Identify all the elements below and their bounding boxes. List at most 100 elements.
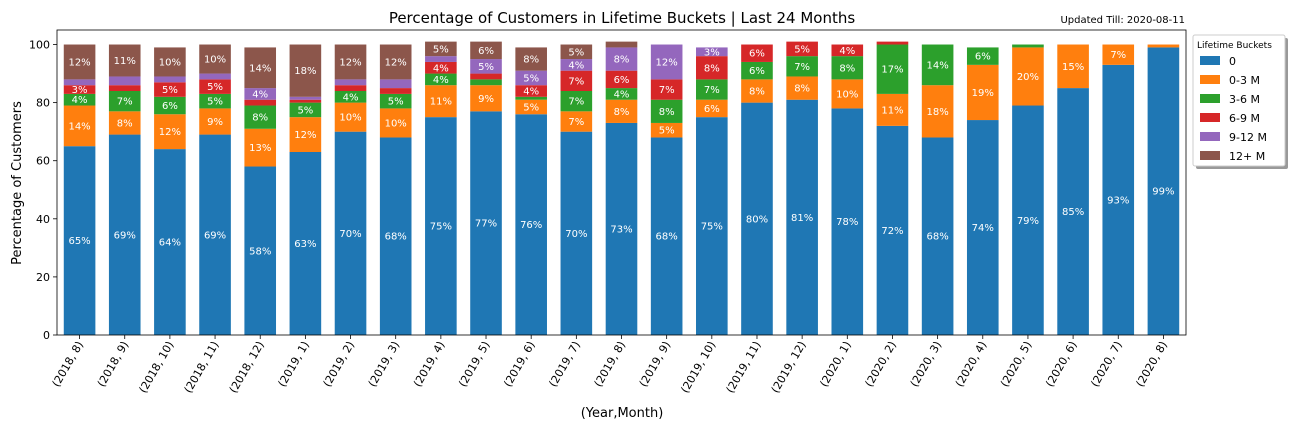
x-tick-label: (2019, 2) bbox=[321, 339, 358, 389]
bar-segment bbox=[831, 108, 864, 336]
bar-value-label: 8% bbox=[749, 87, 765, 98]
bar-segment bbox=[650, 99, 683, 123]
bar-value-label: 14% bbox=[927, 60, 949, 71]
bar-segment bbox=[921, 85, 954, 138]
bar-value-label: 70% bbox=[565, 229, 587, 240]
bar-segment bbox=[108, 85, 141, 91]
bar-segment bbox=[741, 79, 773, 103]
bar-value-label: 8% bbox=[614, 55, 630, 66]
bar-segment bbox=[244, 88, 277, 100]
bar-segment bbox=[334, 79, 367, 86]
bar-value-label: 12% bbox=[294, 130, 316, 141]
bar-value-label: 75% bbox=[430, 222, 452, 233]
bar-value-label: 18% bbox=[294, 66, 316, 77]
bar-value-label: 8% bbox=[252, 113, 268, 124]
legend-swatch bbox=[1200, 94, 1220, 103]
bar-value-label: 7% bbox=[1110, 50, 1126, 61]
legend: Lifetime Buckets 0 0-3 M 3-6 M 6-9 M 9-12 M 1… bbox=[1192, 34, 1288, 169]
x-tick-label: (2020, 6) bbox=[1043, 339, 1080, 389]
bar-segment bbox=[244, 47, 277, 89]
bar-segment bbox=[650, 122, 683, 138]
bar-value-label: 13% bbox=[249, 143, 271, 154]
bar-segment bbox=[154, 76, 186, 83]
bar-value-label: 4% bbox=[614, 89, 630, 100]
x-tick-label: (2019, 9) bbox=[637, 339, 674, 389]
bar-value-label: 4% bbox=[252, 89, 268, 100]
bar-segment bbox=[425, 56, 457, 62]
bar-segment bbox=[605, 70, 638, 89]
bar-value-label: 6% bbox=[749, 49, 765, 60]
bar-value-label: 7% bbox=[568, 117, 584, 128]
bar-value-label: 81% bbox=[791, 213, 813, 224]
bar-value-label: 12% bbox=[656, 57, 678, 68]
bar-segment bbox=[108, 44, 141, 77]
bar-segment bbox=[515, 70, 547, 86]
bar-value-label: 3% bbox=[704, 47, 720, 58]
x-tick-label: (2020, 7) bbox=[1088, 339, 1125, 389]
y-axis-label: Percentage of Customers bbox=[10, 101, 25, 265]
bar-segment bbox=[199, 134, 231, 335]
bar-value-label: 6% bbox=[749, 66, 765, 77]
bar-value-label: 4% bbox=[433, 63, 449, 74]
legend-swatch bbox=[1200, 113, 1220, 122]
bar-value-label: 85% bbox=[1062, 207, 1084, 218]
bar-value-label: 7% bbox=[659, 85, 675, 96]
bar-value-label: 74% bbox=[972, 223, 994, 234]
bar-segment bbox=[1102, 44, 1135, 65]
bar-segment bbox=[650, 79, 683, 100]
bar-segment bbox=[831, 56, 864, 80]
bar-value-label: 68% bbox=[656, 232, 678, 243]
bar-segment bbox=[334, 131, 367, 335]
bar-segment bbox=[379, 108, 412, 138]
bar-segment bbox=[425, 117, 457, 335]
bar-segment bbox=[379, 93, 412, 109]
y-axis: 0 20 40 60 80 100 bbox=[29, 39, 57, 342]
bar-segment bbox=[1057, 88, 1089, 335]
x-tick-label: (2020, 4) bbox=[953, 339, 990, 389]
updated-till-label: Updated Till: 2020-08-11 bbox=[1060, 15, 1185, 26]
bar-segment bbox=[63, 44, 96, 80]
bar-value-label: 5% bbox=[659, 126, 675, 137]
bar-segment bbox=[560, 44, 593, 60]
bar-value-label: 80% bbox=[746, 214, 768, 225]
bar-segment bbox=[1102, 64, 1135, 336]
bar-segment bbox=[605, 47, 638, 71]
legend-entry: 9-12 M bbox=[1229, 131, 1267, 144]
bar-segment bbox=[966, 47, 999, 65]
bar-value-label: 9% bbox=[478, 94, 494, 105]
bar-segment bbox=[605, 122, 638, 335]
bar-value-label: 78% bbox=[836, 217, 858, 228]
bar-segment bbox=[515, 47, 547, 71]
bar-segment bbox=[1057, 44, 1089, 89]
bar-segment bbox=[1147, 44, 1180, 48]
bar-segment bbox=[108, 134, 141, 335]
bar-segment bbox=[966, 120, 999, 335]
legend-title: Lifetime Buckets bbox=[1197, 41, 1272, 51]
bar-value-label: 5% bbox=[433, 44, 449, 55]
bar-segment bbox=[154, 114, 186, 150]
bar-value-label: 99% bbox=[1152, 187, 1174, 198]
bar-segment bbox=[786, 76, 818, 100]
x-tick-label: (2020, 5) bbox=[998, 339, 1035, 389]
bar-segment bbox=[831, 79, 864, 109]
bar-value-label: 10% bbox=[159, 57, 181, 68]
bar-segment bbox=[470, 111, 502, 335]
bar-value-label: 5% bbox=[162, 85, 178, 96]
bars-layer: 65%14%4%3%12%69%8%7%11%64%12%6%5%10%69%9… bbox=[63, 41, 1180, 336]
bar-value-label: 4% bbox=[433, 75, 449, 86]
x-tick-label: (2019, 12) bbox=[769, 339, 809, 395]
bar-value-label: 6% bbox=[704, 104, 720, 115]
bar-segment bbox=[605, 99, 638, 123]
bar-segment bbox=[1012, 105, 1044, 336]
bar-value-label: 4% bbox=[523, 87, 539, 98]
bar-value-label: 7% bbox=[568, 97, 584, 108]
bar-value-label: 76% bbox=[520, 220, 542, 231]
bar-value-label: 6% bbox=[478, 46, 494, 57]
bar-segment bbox=[334, 44, 367, 80]
bar-segment bbox=[741, 102, 773, 336]
y-tick-label: 20 bbox=[36, 271, 50, 284]
bar-segment bbox=[289, 117, 322, 152]
bar-segment bbox=[921, 44, 954, 86]
bar-segment bbox=[379, 79, 412, 89]
legend-swatch bbox=[1200, 151, 1220, 160]
